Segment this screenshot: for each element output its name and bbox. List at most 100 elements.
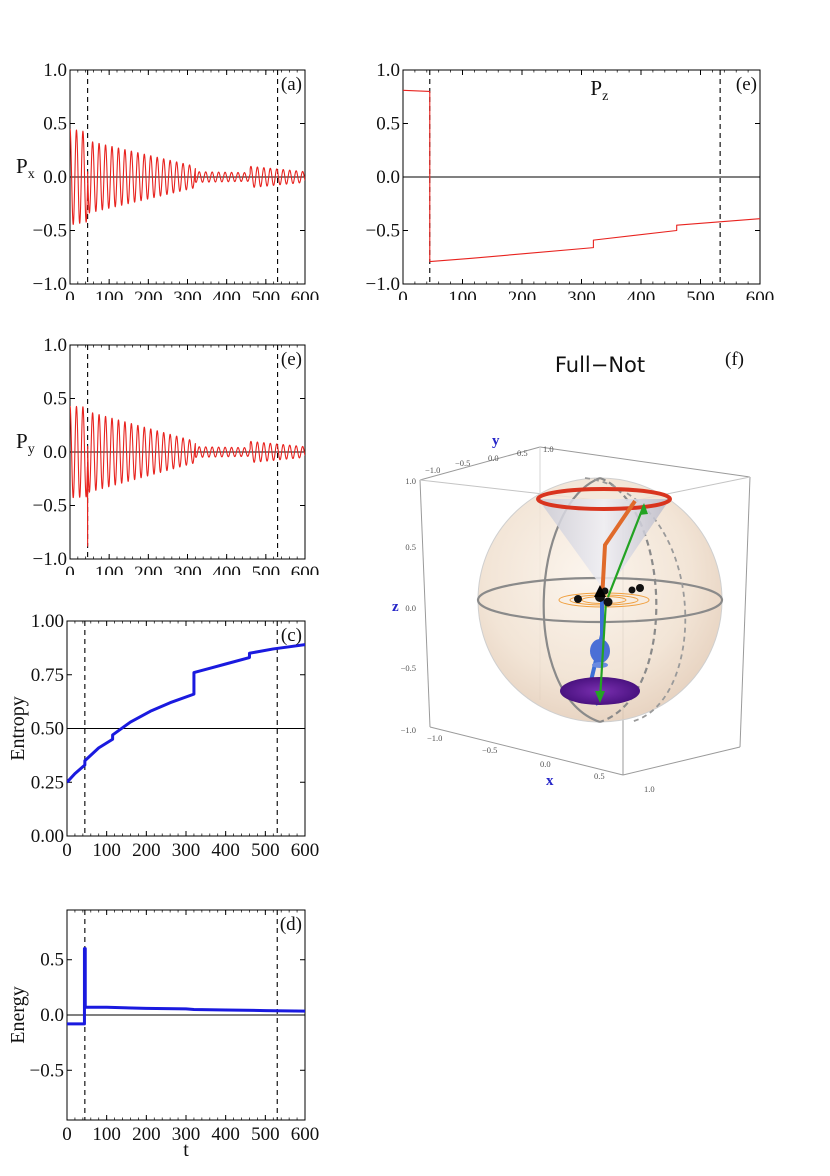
- bloch-figure: Full−Not (f) −1.0 −0.5 0.0 0.5 1.0 y 1.0…: [392, 349, 751, 794]
- x-tick-label: 400: [212, 288, 241, 300]
- chart-pz: 0 100 200 300 400 500 600 −1.0 −0.5 0.0 0.5 1.0 (e) P…: [366, 60, 775, 300]
- y-tick-label: 1.00: [31, 611, 64, 632]
- panel-label: (d): [280, 914, 302, 935]
- green-arrow-head-down: [595, 691, 605, 703]
- y-tick-label: 0.75: [31, 665, 64, 686]
- plot-area: 0 100 200 300 400 500 600 −0.5 0.0 0.5 (d) Energy t: [7, 909, 319, 1158]
- y-tick-label: 0.5: [376, 114, 400, 135]
- x-ticks: 0 100 200 300 400 500 600: [62, 910, 319, 1145]
- panel-label: (c): [281, 625, 302, 646]
- green-arrow-down: [598, 600, 608, 700]
- tick-z-1: 1.0: [405, 476, 416, 486]
- x-tick-label: 0: [65, 288, 75, 300]
- x-tick-label: 300: [173, 563, 202, 575]
- y-tick-label: 0.0: [43, 442, 67, 463]
- y-tick-label: −1.0: [366, 274, 400, 295]
- x-tick-label: 200: [134, 563, 163, 575]
- y-tick-label: −1.0: [33, 549, 67, 570]
- y-axis-label-subscript: x: [28, 167, 35, 182]
- y-tick-label: −1.0: [33, 274, 67, 295]
- x-ticks: 0 100 200 300 400 500 600: [398, 70, 774, 300]
- series-line-py: [70, 405, 305, 547]
- x-tick-label: 500: [251, 840, 280, 861]
- x-tick-label: 200: [508, 288, 537, 300]
- axis-z-label: z: [392, 599, 399, 615]
- y-tick-label: 0.5: [43, 114, 67, 135]
- x-tick-label: 100: [92, 1124, 121, 1145]
- tick-y-4: 0.5: [517, 448, 528, 458]
- box-ticks-x: −1.0 −0.5 0.0 0.5 1.0: [427, 733, 655, 794]
- tick-x-2: −0.5: [482, 745, 497, 755]
- x-tick-label: 600: [291, 288, 320, 300]
- plot-area: 0 100 200 300 400 500 600 0.00 0.25 0.50 0.75 1.00 (…: [7, 611, 319, 861]
- series-line-px: [70, 128, 305, 225]
- tick-x-5: 1.0: [644, 784, 655, 794]
- tick-z-2: 0.5: [405, 542, 416, 552]
- x-tick-label: 0: [65, 563, 75, 575]
- panel-label: (e): [281, 349, 302, 370]
- plot-area: 0 100 200 300 400 500 600 −1.0 −0.5 0.0 0.5 1.0 (e) P…: [366, 60, 775, 300]
- tick-y-3: 0.0: [488, 453, 499, 463]
- y-tick-label: 0.25: [31, 772, 64, 793]
- y-ticks: −1.0 −0.5 0.0 0.5 1.0: [33, 335, 305, 570]
- y-tick-label: 0.5: [43, 389, 67, 410]
- tick-x-3: 0.0: [540, 759, 551, 769]
- x-tick-label: 400: [211, 840, 240, 861]
- lower-lobe: [590, 639, 610, 663]
- x-tick-label: 200: [134, 288, 163, 300]
- x-tick-label: 600: [291, 1124, 320, 1145]
- y-tick-label: 1.0: [43, 60, 67, 81]
- f-title: Full−Not: [555, 353, 645, 377]
- y-axis-label: Entropy: [7, 696, 29, 760]
- x-ticks: 0 100 200 300 400 500 600: [62, 621, 319, 861]
- y-tick-label: 0.50: [31, 719, 64, 740]
- axis-x-label: x: [546, 773, 554, 789]
- y-tick-label: 0.00: [31, 826, 64, 847]
- x-ticks: 0 100 200 300 400 500 600: [65, 345, 319, 575]
- x-tick-label: 100: [95, 288, 124, 300]
- x-tick-label: 200: [132, 1124, 161, 1145]
- x-tick-label: 400: [627, 288, 656, 300]
- x-tick-label: 0: [398, 288, 408, 300]
- plot-area: 0 100 200 300 400 500 600 −1.0 −0.5 0.0 0.5 1.0 (e) P…: [16, 335, 319, 575]
- panel-label: (e): [736, 74, 757, 95]
- x-axis-label: t: [183, 1139, 189, 1158]
- panel-label: (a): [281, 74, 302, 95]
- tick-x-4: 0.5: [594, 771, 605, 781]
- series-line-pz: [403, 89, 760, 263]
- series-line-energy: [67, 947, 305, 1026]
- axis-y-label: y: [492, 433, 500, 449]
- y-ticks: −0.5 0.0 0.5: [30, 950, 305, 1081]
- tick-y-2: −0.5: [455, 458, 470, 468]
- y-ticks: 0.00 0.25 0.50 0.75 1.00: [31, 611, 305, 847]
- tick-z-4: −0.5: [401, 663, 416, 673]
- chart-entropy: 0 100 200 300 400 500 600 0.00 0.25 0.50 0.75 1.00 (…: [7, 611, 319, 861]
- x-tick-label: 100: [448, 288, 477, 300]
- x-tick-label: 400: [211, 1124, 240, 1145]
- x-tick-label: 400: [212, 563, 241, 575]
- tick-z-5: −1.0: [401, 725, 416, 735]
- x-tick-label: 100: [92, 840, 121, 861]
- x-tick-label: 300: [172, 840, 201, 861]
- x-tick-label: 300: [173, 288, 202, 300]
- y-ticks: −1.0 −0.5 0.0 0.5 1.0: [33, 60, 305, 295]
- x-tick-label: 500: [251, 1124, 280, 1145]
- x-tick-label: 100: [95, 563, 124, 575]
- state-pointer: [594, 585, 606, 597]
- x-tick-label: 600: [746, 288, 775, 300]
- y-tick-label: 1.0: [376, 60, 400, 81]
- box-ticks-y: −1.0 −0.5 0.0 0.5 1.0: [425, 444, 554, 475]
- green-arrow-up: [606, 504, 646, 598]
- y-tick-label: 0.0: [43, 167, 67, 188]
- x-tick-label: 600: [291, 563, 320, 575]
- y-tick-label: −0.5: [366, 221, 400, 242]
- tick-y-1: −1.0: [425, 465, 440, 475]
- x-tick-label: 300: [172, 1124, 201, 1145]
- chart-title-subscript: z: [602, 89, 608, 104]
- x-tick-label: 0: [62, 1124, 72, 1145]
- tick-z-3: 0.0: [405, 603, 416, 613]
- chart-energy: 0 100 200 300 400 500 600 −0.5 0.0 0.5 (d) Energy t: [7, 909, 319, 1158]
- chart-title: Pz: [590, 76, 608, 104]
- y-tick-label: −0.5: [33, 221, 67, 242]
- green-arrow-head-up: [639, 503, 648, 515]
